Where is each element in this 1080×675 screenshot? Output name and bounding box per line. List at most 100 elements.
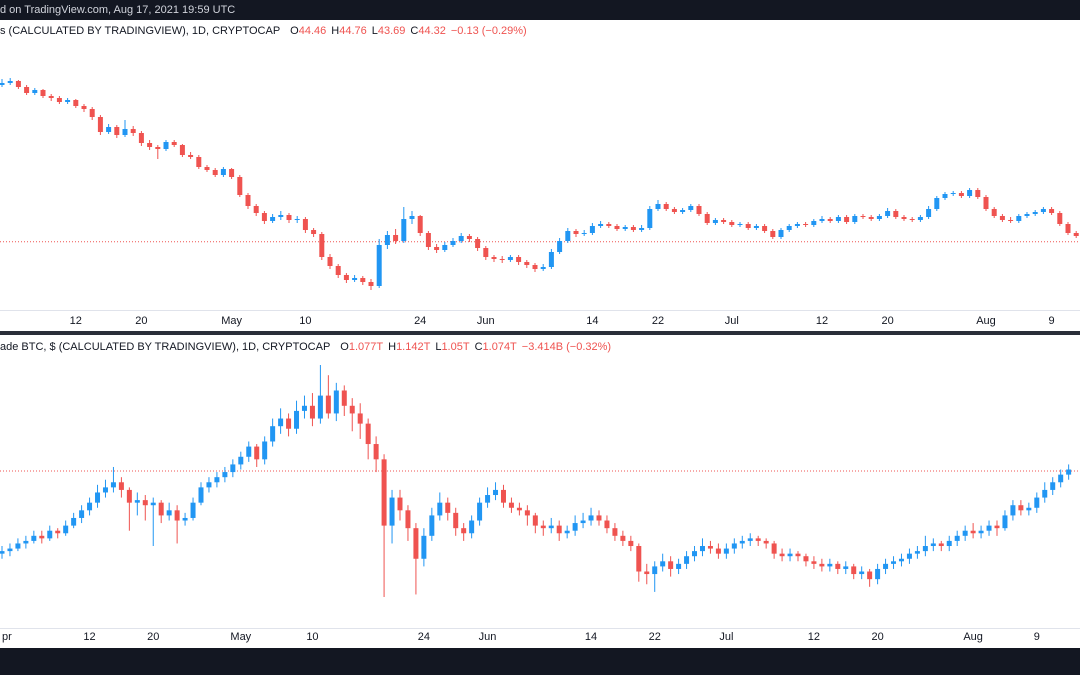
- candle-body: [237, 177, 243, 195]
- candle-body: [23, 540, 29, 544]
- candle-body: [778, 230, 784, 237]
- candle-body: [286, 215, 292, 220]
- candle-body: [753, 226, 759, 228]
- candle-body: [950, 193, 956, 194]
- candle-body: [445, 502, 451, 513]
- candle-body: [278, 215, 284, 217]
- x-tick-label: 12: [70, 315, 82, 327]
- candle-body: [524, 262, 530, 265]
- candle-body: [819, 219, 825, 221]
- legend-value: 1.142T: [396, 341, 431, 353]
- candle-body: [409, 216, 415, 219]
- candle-body: [684, 556, 690, 564]
- candle-body: [238, 456, 244, 465]
- candle-body: [102, 487, 108, 493]
- candle-body: [994, 525, 1000, 529]
- x-tick-label: 14: [585, 631, 597, 643]
- candle-body: [198, 487, 204, 503]
- candle-body: [114, 127, 120, 135]
- candle-body: [859, 571, 865, 575]
- candle-body: [352, 278, 358, 280]
- legend-value: 1.077T: [349, 341, 384, 353]
- candle-body: [417, 216, 423, 233]
- candle-body: [87, 502, 93, 511]
- candle-body: [978, 530, 984, 534]
- candle-body: [158, 502, 164, 516]
- candle-body: [835, 217, 841, 221]
- candle-body: [317, 395, 323, 419]
- candle-body: [606, 224, 612, 226]
- candle-body: [930, 543, 936, 547]
- candle-body: [723, 548, 729, 554]
- x-tick-label: 20: [135, 315, 147, 327]
- candle-body: [922, 546, 928, 552]
- legend-change: −3.414B (−0.32%): [522, 341, 611, 353]
- candle-body: [134, 500, 140, 503]
- candle-body: [883, 563, 889, 569]
- candle-body: [373, 444, 379, 460]
- candle-body: [393, 235, 399, 241]
- candle-body: [786, 226, 792, 230]
- x-tick-label: Aug: [976, 315, 996, 327]
- candle-body: [429, 515, 435, 536]
- x-tick-label: 22: [652, 315, 664, 327]
- candle-body: [999, 216, 1005, 220]
- candle-body: [860, 216, 866, 217]
- candle-body: [639, 228, 645, 230]
- candle-body: [1034, 497, 1040, 508]
- candle-body: [434, 247, 440, 250]
- candle-body: [589, 226, 595, 233]
- candle-body: [770, 231, 776, 237]
- candle-body: [898, 558, 904, 562]
- legend-value: 44.32: [418, 25, 446, 37]
- x-tick-label: Jul: [725, 315, 739, 327]
- candle-body: [660, 561, 666, 567]
- candle-body: [15, 81, 21, 87]
- candle-body: [655, 204, 661, 209]
- candle-body: [712, 220, 718, 223]
- candle-body: [166, 510, 172, 516]
- candle-body: [79, 510, 85, 518]
- candle-body: [986, 525, 992, 531]
- candle-body: [779, 553, 785, 557]
- candle-body: [508, 502, 514, 508]
- candle-body: [532, 265, 538, 269]
- candle-body: [461, 528, 467, 534]
- candle-body: [1042, 489, 1048, 498]
- candle-body: [118, 482, 124, 490]
- candle-body: [261, 213, 267, 221]
- candle-body: [906, 553, 912, 559]
- x-tick-label: Jul: [719, 631, 733, 643]
- candle-body: [975, 190, 981, 197]
- candle-body: [483, 248, 489, 257]
- candle-body: [493, 489, 499, 496]
- candle-body: [341, 390, 347, 406]
- candle-body: [31, 535, 37, 541]
- candle-body: [466, 236, 472, 239]
- candle-body: [507, 257, 513, 260]
- legend-value: 43.69: [378, 25, 406, 37]
- candle-body: [491, 257, 497, 259]
- candle-body: [954, 535, 960, 541]
- candle-body: [762, 226, 768, 231]
- candle-body: [934, 198, 940, 209]
- candle-body: [245, 195, 251, 206]
- legend-key: O: [340, 341, 349, 353]
- candle-body: [1050, 482, 1056, 490]
- x-tick-label: 12: [816, 315, 828, 327]
- candle-body: [0, 551, 5, 554]
- candle-body: [95, 492, 101, 503]
- candle-body: [704, 214, 710, 223]
- candle-body: [596, 515, 602, 521]
- candle-body: [309, 405, 315, 419]
- candle-body: [707, 546, 713, 549]
- legend-key: L: [372, 25, 378, 37]
- candle-body: [458, 236, 464, 241]
- candle-body: [190, 502, 196, 518]
- candle-body: [319, 234, 325, 257]
- candle-body: [214, 477, 220, 483]
- candle-body: [516, 507, 522, 511]
- candle-body: [580, 520, 586, 524]
- candle-body: [819, 563, 825, 567]
